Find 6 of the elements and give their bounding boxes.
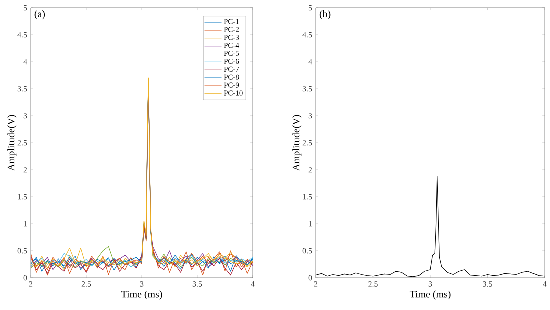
y-axis-title: Amplitude(V)	[8, 115, 17, 172]
annotation: (b)	[320, 10, 331, 20]
x-axis-title: Time (ms)	[410, 290, 451, 300]
annotation: (a)	[34, 10, 46, 20]
x-axis-title: Time (ms)	[121, 290, 162, 300]
y-axis-title: Amplitude(V)	[292, 115, 302, 172]
